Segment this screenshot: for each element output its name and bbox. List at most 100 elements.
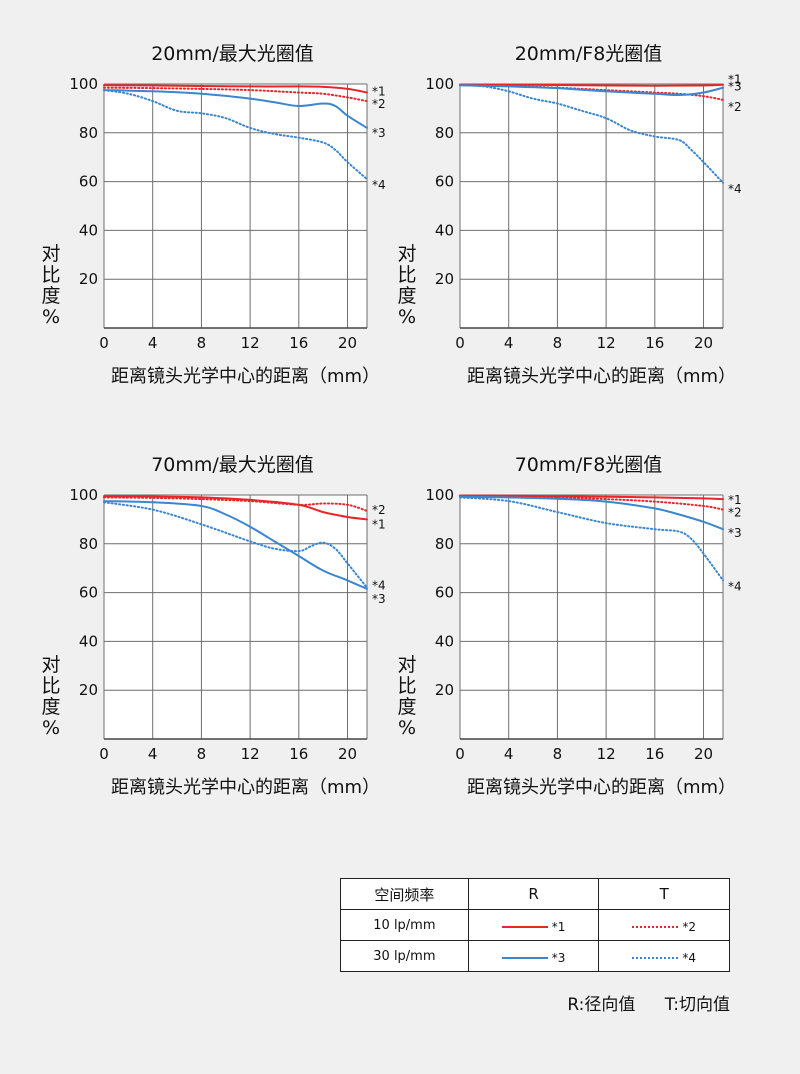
y-tick-label: 100 xyxy=(425,486,454,504)
plot-area xyxy=(104,495,367,739)
legend-row-10lp: 10 lp/mm *1 *2 xyxy=(340,909,730,941)
series-line-mark3 xyxy=(459,495,724,531)
plot-area xyxy=(460,495,723,739)
chart-title: 70mm/F8光圈值 xyxy=(515,454,663,476)
x-tick-label: 20 xyxy=(694,334,713,352)
legend-mark-2: *2 xyxy=(682,919,696,934)
series-end-label: *1 xyxy=(372,85,386,99)
y-tick-label: 40 xyxy=(435,632,454,650)
x-tick-label: 8 xyxy=(553,334,563,352)
legend-sample-t-10: *2 xyxy=(632,920,696,934)
y-tick-label: 40 xyxy=(79,632,98,650)
series-end-label: *1 xyxy=(728,493,742,507)
y-tick-label: 40 xyxy=(79,221,98,239)
series-end-label: *3 xyxy=(728,526,742,540)
x-tick-label: 12 xyxy=(241,745,260,763)
legend-mark-4: *4 xyxy=(682,950,696,965)
x-tick-label: 16 xyxy=(645,745,664,763)
series-end-label: *4 xyxy=(372,178,386,192)
x-tick-label: 20 xyxy=(694,745,713,763)
series-end-label: *2 xyxy=(372,97,386,111)
series-line-mark1 xyxy=(103,84,368,94)
y-tick-label: 100 xyxy=(425,75,454,93)
chart-title: 20mm/最大光圈值 xyxy=(151,43,314,65)
red-dotted-line-swatch xyxy=(632,925,679,928)
legend-sample-r-10: *1 xyxy=(501,919,566,934)
y-tick-label: 80 xyxy=(79,124,98,142)
x-axis-label: 距离镜头光学中心的距离（mm） xyxy=(467,777,736,798)
legend-header-r: R xyxy=(467,878,600,910)
x-tick-label: 20 xyxy=(338,334,357,352)
chart-title: 20mm/F8光圈值 xyxy=(515,43,663,65)
x-tick-label: 4 xyxy=(504,334,514,352)
series-line-mark2 xyxy=(103,496,368,512)
chart-panel-1: 20 40 60 80 100 0 4 8 12 16 20 20mm/最大光圈值距离镜头光学中心的距… xyxy=(41,43,385,387)
series-line-mark2 xyxy=(103,86,368,103)
legend-sample-t-30: *4 xyxy=(632,951,696,965)
legend-freq-30: 30 lp/mm xyxy=(340,940,469,972)
x-tick-label: 16 xyxy=(289,334,308,352)
legend-header-frequency: 空间频率 xyxy=(340,878,469,910)
legend-row-30lp: 30 lp/mm *3 *4 xyxy=(340,940,730,972)
y-tick-label: 80 xyxy=(435,124,454,142)
series-end-label: *4 xyxy=(728,579,742,593)
y-tick-label: 40 xyxy=(435,221,454,239)
series-end-label: *1 xyxy=(372,517,386,531)
legend-table-wrap: 空间频率 R T 10 lp/mm *1 *2 30 lp/mm xyxy=(340,878,730,972)
y-tick-label: 80 xyxy=(79,535,98,553)
y-tick-label: 60 xyxy=(79,173,98,191)
x-tick-label: 12 xyxy=(241,334,260,352)
x-axis-label: 距离镜头光学中心的距离（mm） xyxy=(111,777,380,798)
chart-panel-2: 20 40 60 80 100 0 4 8 12 16 20 20mm/F8光圈值距离镜头光学中心的距… xyxy=(397,43,741,387)
series-line-mark4 xyxy=(459,84,724,184)
chart-title: 70mm/最大光圈值 xyxy=(151,454,314,476)
legend-mark-3: *3 xyxy=(551,950,566,965)
y-tick-label: 60 xyxy=(79,584,98,602)
blue-dotted-line-swatch xyxy=(632,956,679,959)
series-end-label: *3 xyxy=(372,592,386,606)
plot-area xyxy=(460,84,723,328)
y-tick-label: 20 xyxy=(79,681,98,699)
legend-note: R:径向值 T:切向值 xyxy=(340,990,730,1015)
x-tick-label: 4 xyxy=(148,745,158,763)
x-tick-label: 0 xyxy=(455,334,465,352)
y-axis-label: 对比度% xyxy=(397,654,416,739)
y-tick-label: 20 xyxy=(435,270,454,288)
red-solid-line-swatch xyxy=(501,925,548,928)
y-axis-label: 对比度% xyxy=(41,654,60,739)
legend-mark-1: *1 xyxy=(551,919,566,934)
y-tick-label: 100 xyxy=(69,486,98,504)
series-line-mark3 xyxy=(103,500,368,590)
chart-panel-4: 20 40 60 80 100 0 4 8 12 16 20 70mm/F8光圈值距离镜头光学中心的距… xyxy=(397,454,741,798)
series-line-mark4 xyxy=(459,496,724,582)
y-tick-label: 60 xyxy=(435,173,454,191)
series-line-mark4 xyxy=(103,501,368,589)
series-end-label: *1 xyxy=(728,73,742,87)
x-tick-label: 20 xyxy=(338,745,357,763)
note-radial: R:径向值 xyxy=(567,995,636,1015)
series-line-mark3 xyxy=(103,89,368,129)
x-tick-label: 8 xyxy=(197,745,207,763)
x-tick-label: 12 xyxy=(597,334,616,352)
note-tangential: T:切向值 xyxy=(664,995,730,1015)
y-axis-label: 对比度% xyxy=(397,243,416,328)
series-line-mark1 xyxy=(459,83,724,87)
series-line-mark1 xyxy=(459,494,724,501)
x-tick-label: 16 xyxy=(645,334,664,352)
series-line-mark4 xyxy=(103,89,368,181)
y-tick-label: 20 xyxy=(435,681,454,699)
x-tick-label: 0 xyxy=(99,334,109,352)
series-end-label: *3 xyxy=(728,80,742,94)
y-tick-label: 20 xyxy=(79,270,98,288)
series-end-label: *2 xyxy=(372,503,386,517)
series-end-label: *4 xyxy=(728,182,742,196)
series-end-label: *2 xyxy=(728,506,742,520)
legend-sample-r-30: *3 xyxy=(501,950,566,965)
plot-area xyxy=(104,84,367,328)
x-tick-label: 12 xyxy=(597,745,616,763)
legend-header-t: T xyxy=(598,878,730,910)
legend-table: 空间频率 R T 10 lp/mm *1 *2 30 lp/mm xyxy=(340,878,730,972)
y-tick-label: 80 xyxy=(435,535,454,553)
series-end-label: *4 xyxy=(372,579,386,593)
x-tick-label: 8 xyxy=(197,334,207,352)
